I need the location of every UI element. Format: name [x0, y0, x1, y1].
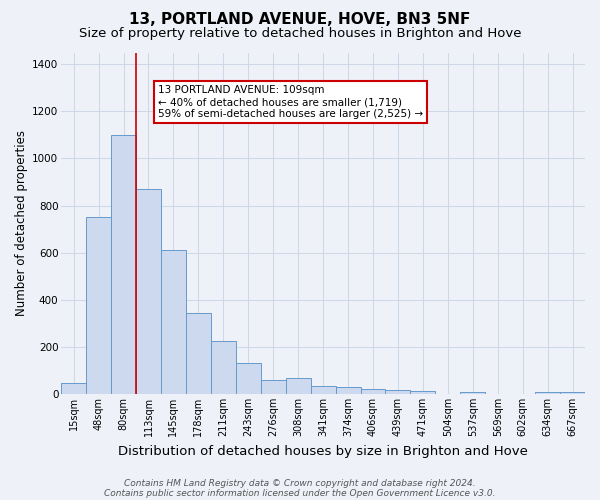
Bar [61, 382, 86, 394]
Bar [111, 135, 136, 394]
X-axis label: Distribution of detached houses by size in Brighton and Hove: Distribution of detached houses by size … [118, 444, 528, 458]
Bar [136, 189, 161, 394]
Text: Contains HM Land Registry data © Crown copyright and database right 2024.: Contains HM Land Registry data © Crown c… [124, 478, 476, 488]
Y-axis label: Number of detached properties: Number of detached properties [15, 130, 28, 316]
Bar [86, 218, 111, 394]
Bar [286, 378, 311, 394]
Bar [385, 390, 410, 394]
Text: Contains public sector information licensed under the Open Government Licence v3: Contains public sector information licen… [104, 488, 496, 498]
Text: 13, PORTLAND AVENUE, HOVE, BN3 5NF: 13, PORTLAND AVENUE, HOVE, BN3 5NF [130, 12, 470, 28]
Text: 13 PORTLAND AVENUE: 109sqm
← 40% of detached houses are smaller (1,719)
59% of s: 13 PORTLAND AVENUE: 109sqm ← 40% of deta… [158, 86, 423, 118]
Bar [311, 386, 335, 394]
Text: Size of property relative to detached houses in Brighton and Hove: Size of property relative to detached ho… [79, 28, 521, 40]
Bar [460, 392, 485, 394]
Bar [186, 313, 211, 394]
Bar [161, 250, 186, 394]
Bar [211, 341, 236, 394]
Bar [261, 380, 286, 394]
Bar [236, 364, 261, 394]
Bar [361, 389, 385, 394]
Bar [335, 387, 361, 394]
Bar [560, 392, 585, 394]
Bar [410, 392, 436, 394]
Bar [535, 392, 560, 394]
